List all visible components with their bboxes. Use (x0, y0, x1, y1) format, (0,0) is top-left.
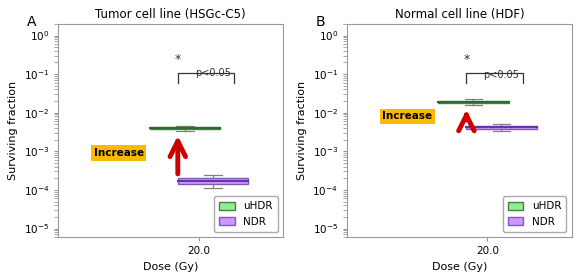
Bar (438, 101, 509, 103)
Text: Increase: Increase (93, 148, 144, 158)
Bar (466, 126, 536, 129)
Y-axis label: Surviving fraction: Surviving fraction (297, 81, 307, 180)
Text: p<0.05: p<0.05 (484, 70, 520, 80)
X-axis label: Dose (Gy): Dose (Gy) (143, 262, 198, 272)
Legend: uHDR, NDR: uHDR, NDR (214, 196, 278, 232)
Text: B: B (316, 15, 325, 29)
X-axis label: Dose (Gy): Dose (Gy) (432, 262, 487, 272)
Title: Normal cell line (HDF): Normal cell line (HDF) (394, 8, 524, 21)
Legend: uHDR, NDR: uHDR, NDR (503, 196, 567, 232)
Title: Tumor cell line (HSGc-C5): Tumor cell line (HSGc-C5) (96, 8, 246, 21)
Bar (150, 127, 220, 129)
Text: A: A (27, 15, 37, 29)
Y-axis label: Surviving fraction: Surviving fraction (8, 81, 19, 180)
Text: p<0.05: p<0.05 (195, 68, 231, 78)
Bar (178, 178, 248, 184)
Text: *: * (463, 53, 470, 66)
Text: Increase: Increase (382, 111, 432, 122)
Text: *: * (175, 53, 181, 66)
